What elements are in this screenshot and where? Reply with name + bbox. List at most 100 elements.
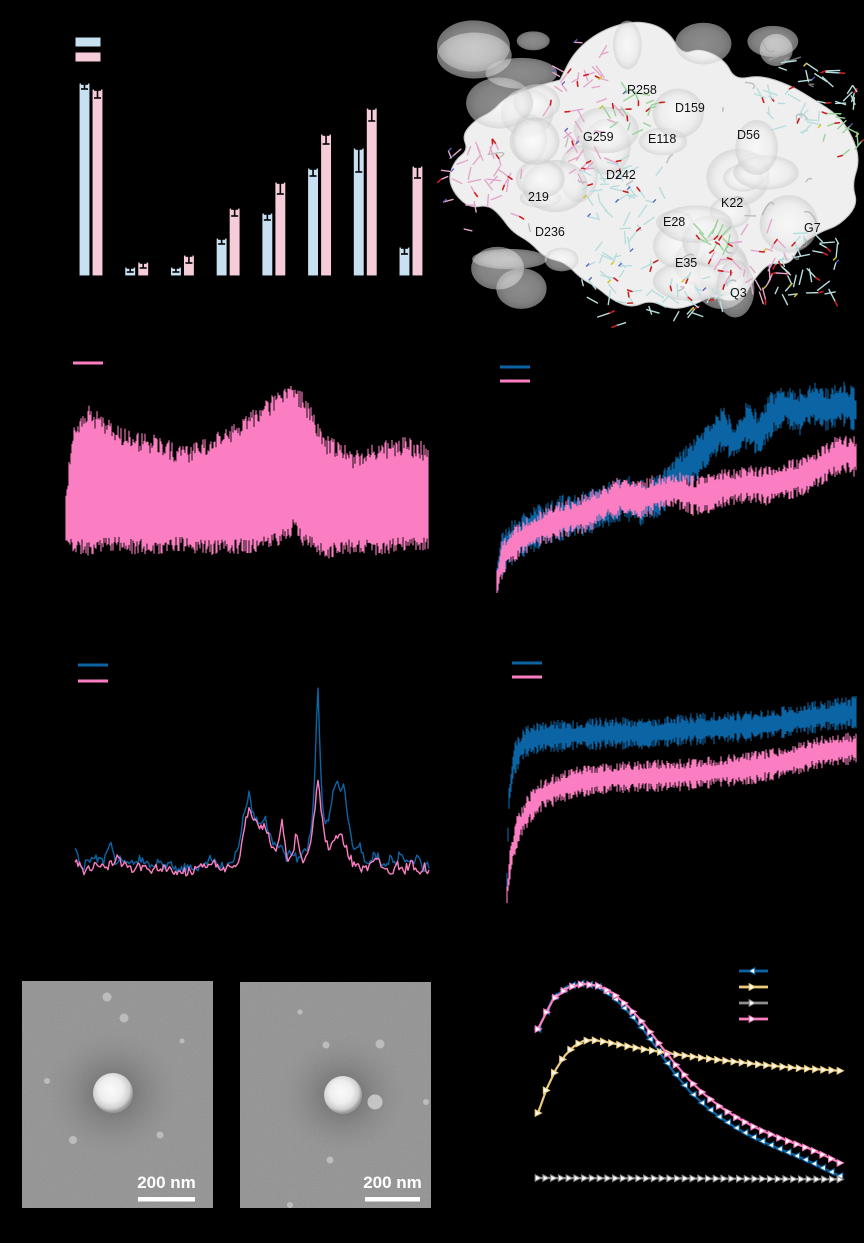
- error-bar: [94, 89, 101, 99]
- triangle-marker-icon: [657, 1047, 666, 1057]
- triangle-marker-icon: [674, 1174, 682, 1183]
- triangle-marker-icon: [596, 1174, 605, 1183]
- triangle-marker-icon: [738, 1058, 747, 1067]
- triangle-marker-icon: [627, 1174, 636, 1183]
- triangle-marker-icon: [809, 1159, 818, 1168]
- error-bar: [263, 213, 271, 221]
- triangle-marker-icon: [743, 1174, 752, 1183]
- error-bar: [185, 255, 193, 264]
- legend-swatch-light-pink-series: [74, 51, 102, 63]
- triangle-marker-icon: [681, 1070, 690, 1079]
- triangle-marker-icon: [826, 1167, 835, 1177]
- triangle-marker-icon: [612, 1174, 621, 1183]
- residue-label: Q3: [730, 286, 747, 300]
- triangle-marker-icon: [635, 1174, 644, 1183]
- triangle-marker-icon: [728, 1174, 737, 1183]
- triangle-marker-icon: [664, 1049, 673, 1059]
- error-bar: [322, 134, 330, 145]
- triangle-marker-icon: [821, 1175, 830, 1184]
- residue-labels: R258 D159 D56 G259 E118 D242 219 K22 E28 D236 E35 Q…: [528, 83, 821, 300]
- triangle-marker-icon: [619, 1174, 628, 1183]
- triangle-marker-icon: [550, 1173, 559, 1183]
- triangle-marker-icon: [714, 1055, 723, 1064]
- triangle-marker-icon: [595, 981, 603, 990]
- error-bar: [400, 247, 408, 255]
- protein-model-svg: R258 D159 D56 G259 E118 D242 219 K22 E28 D236 E35 Q…: [436, 20, 864, 329]
- residue-label: 219: [528, 190, 549, 204]
- triangle-marker-icon: [730, 1057, 739, 1066]
- triangle-marker-icon: [836, 1066, 845, 1075]
- series-gray-arrow-series: [534, 1173, 845, 1184]
- triangle-marker-icon: [681, 1051, 690, 1060]
- triangle-marker-icon: [712, 1174, 721, 1183]
- legend-entry-gray-arrow-series: [739, 998, 768, 1008]
- triangle-marker-icon: [650, 1174, 659, 1183]
- triangle-marker-icon: [640, 1045, 649, 1054]
- triangle-marker-icon: [534, 1024, 543, 1034]
- panel-h-arrow-line-chart: [432, 950, 864, 1243]
- triangle-marker-icon: [836, 1158, 845, 1168]
- triangle-marker-icon: [751, 1174, 760, 1183]
- triangle-marker-icon: [766, 1141, 775, 1150]
- panel-g-tem-image-2: 200 nm: [240, 982, 431, 1208]
- series-pink-arrow-series: [534, 980, 845, 1168]
- triangle-marker-icon: [680, 1081, 689, 1090]
- triangle-marker-icon: [733, 1113, 742, 1122]
- triangle-marker-icon: [638, 1017, 647, 1026]
- residue-label: D242: [606, 168, 636, 182]
- error-bar: [413, 166, 421, 179]
- triangle-marker-icon: [828, 1154, 836, 1163]
- debris-dot: [287, 1202, 293, 1208]
- debris-dot: [375, 1039, 385, 1049]
- panel-b-protein-model: R258 D159 D56 G259 E118 D242 219 K22 E28 D236 E35 Q…: [432, 0, 864, 330]
- triangle-marker-icon: [755, 1060, 763, 1069]
- debris-dot: [326, 1156, 334, 1164]
- residue-label: E35: [675, 256, 697, 270]
- error-bar: [368, 108, 376, 122]
- debris-dot: [44, 1078, 50, 1084]
- tem-micrograph: 200 nm: [22, 981, 213, 1208]
- panel-d-two-trace-chart: [432, 330, 864, 620]
- error-bar: [276, 182, 284, 195]
- triangle-marker-icon: [836, 1175, 845, 1184]
- triangle-marker-icon: [828, 1066, 837, 1075]
- triangle-marker-icon: [792, 1151, 801, 1160]
- spiky-trace-svg: [74, 663, 430, 877]
- triangle-marker-icon: [795, 1064, 804, 1073]
- triangle-marker-icon: [588, 1174, 597, 1183]
- triangle-marker-icon: [740, 1128, 749, 1137]
- triangle-marker-icon: [698, 1087, 707, 1097]
- triangle-marker-icon: [802, 1143, 811, 1152]
- debris-dot: [119, 1013, 129, 1023]
- triangle-marker-icon: [805, 1175, 814, 1184]
- triangle-marker-icon: [557, 1173, 566, 1183]
- triangle-marker-icon: [542, 1173, 551, 1183]
- debris-dot: [69, 1136, 77, 1144]
- bar-light-blue-series: [78, 82, 91, 277]
- panel-f-plateau-trace-chart: [432, 620, 864, 950]
- residue-label: K22: [721, 196, 743, 210]
- triangle-marker-icon: [629, 1007, 638, 1016]
- triangle-marker-icon: [658, 1174, 667, 1183]
- panel-e-spiky-trace-chart: [0, 620, 450, 950]
- triangle-marker-icon: [612, 991, 621, 1000]
- triangle-marker-icon: [681, 1174, 690, 1183]
- triangle-marker-icon: [759, 1174, 768, 1183]
- triangle-marker-icon: [735, 1174, 744, 1183]
- bar-light-blue-series: [306, 167, 320, 277]
- bar-light-pink-series: [319, 133, 333, 277]
- triangle-marker-icon: [697, 1174, 706, 1183]
- triangle-marker-icon: [688, 1090, 697, 1099]
- triangle-marker-icon: [672, 1060, 681, 1069]
- triangle-marker-icon: [800, 1155, 809, 1164]
- bar-light-pink-series: [182, 254, 195, 277]
- triangle-marker-icon: [748, 998, 757, 1008]
- triangle-marker-icon: [628, 1013, 637, 1022]
- triangle-marker-icon: [763, 1061, 772, 1070]
- triangle-marker-icon: [783, 1148, 792, 1157]
- noise-band-blue-trace: [506, 695, 857, 889]
- triangle-marker-icon: [645, 1035, 654, 1044]
- triangle-marker-icon: [666, 1174, 675, 1183]
- error-bar: [231, 208, 239, 217]
- series-line: [537, 982, 841, 1164]
